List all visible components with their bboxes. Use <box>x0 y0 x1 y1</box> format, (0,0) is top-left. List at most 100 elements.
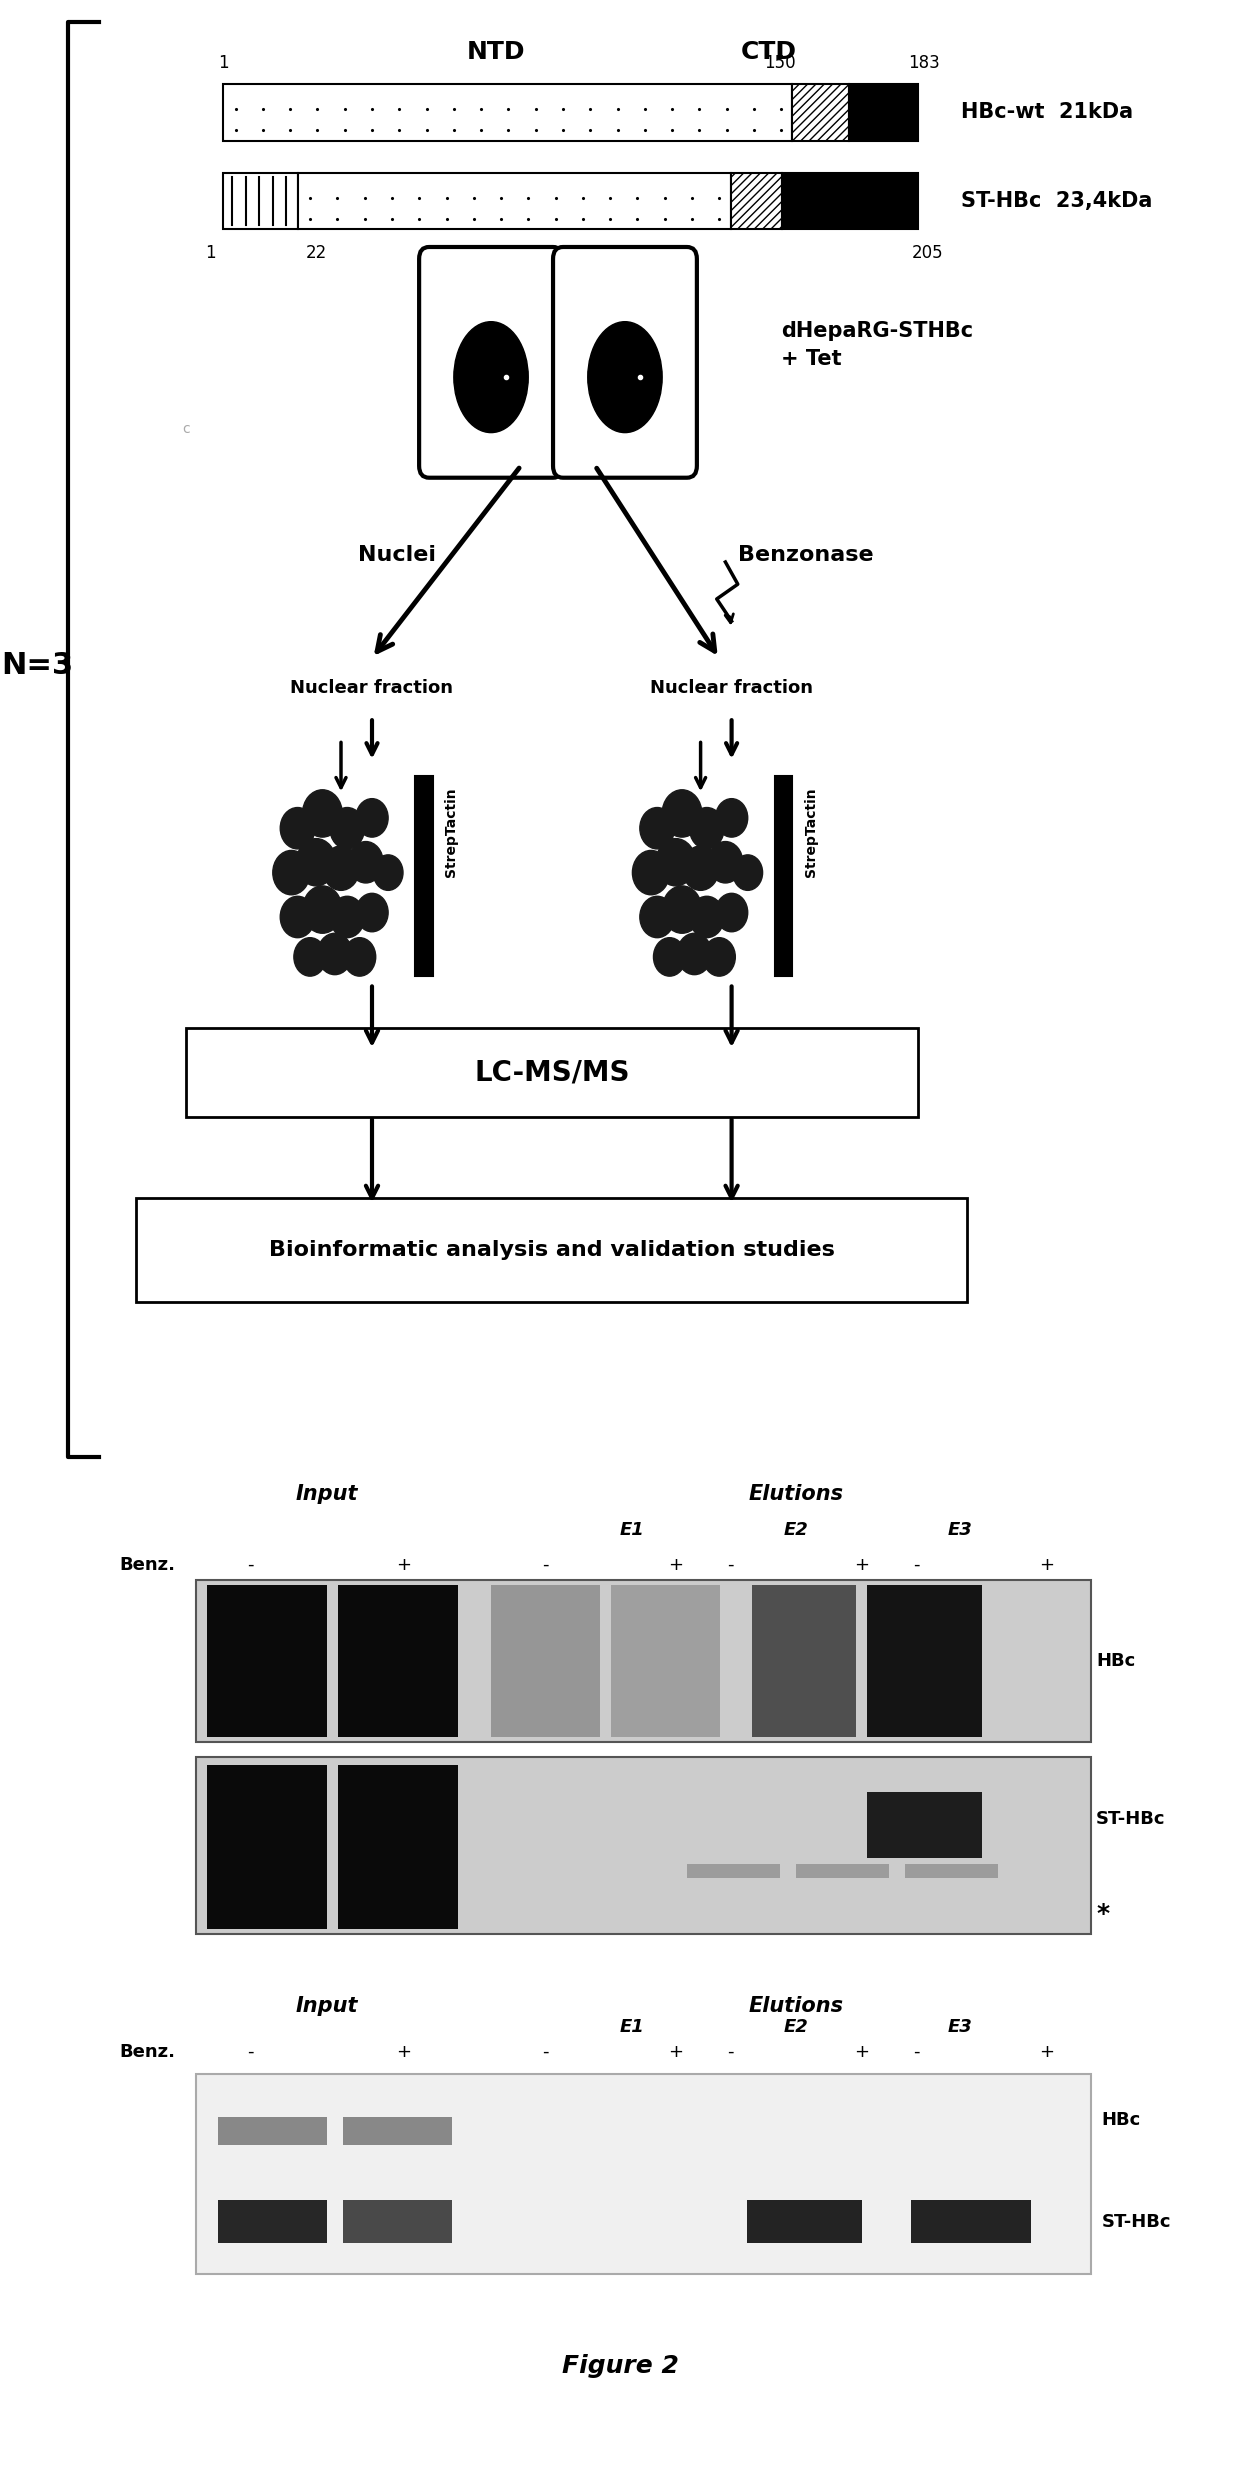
Circle shape <box>280 897 315 937</box>
Text: +: + <box>1039 2043 1054 2061</box>
Circle shape <box>662 885 702 934</box>
Text: -: - <box>542 1555 548 1575</box>
Circle shape <box>343 937 376 976</box>
Text: E1: E1 <box>620 2019 645 2036</box>
Text: -: - <box>913 2043 919 2061</box>
Text: *: * <box>1096 1901 1110 1925</box>
Bar <box>610 1585 719 1738</box>
Circle shape <box>330 897 365 937</box>
Text: ST-HBc  23,4kDa: ST-HBc 23,4kDa <box>961 192 1152 212</box>
Ellipse shape <box>588 320 662 434</box>
Text: 1: 1 <box>206 244 216 261</box>
Circle shape <box>677 934 712 974</box>
Bar <box>218 2117 327 2145</box>
Circle shape <box>294 937 326 976</box>
Circle shape <box>682 845 719 890</box>
Text: +: + <box>854 1555 869 1575</box>
Text: Bioinformatic analysis and validation studies: Bioinformatic analysis and validation st… <box>269 1240 835 1260</box>
Bar <box>223 84 792 141</box>
Circle shape <box>322 845 360 890</box>
Bar <box>415 776 433 976</box>
Text: StrepTactin: StrepTactin <box>804 786 818 878</box>
Text: E3: E3 <box>947 2019 972 2036</box>
Text: +: + <box>396 2043 410 2061</box>
Circle shape <box>348 841 383 882</box>
Text: Nuclear fraction: Nuclear fraction <box>650 678 813 698</box>
Bar <box>867 1792 982 1859</box>
Text: -: - <box>913 1555 919 1575</box>
Circle shape <box>689 897 724 937</box>
Text: 150: 150 <box>764 54 796 71</box>
Bar <box>905 1864 998 1878</box>
Text: Input: Input <box>295 1997 358 2016</box>
Text: dHepaRG-STHBc
+ Tet: dHepaRG-STHBc + Tet <box>781 320 973 370</box>
Text: Input: Input <box>295 1484 358 1504</box>
Text: ST-HBc: ST-HBc <box>1101 2214 1171 2231</box>
Text: 183: 183 <box>908 54 940 71</box>
Text: +: + <box>1039 1555 1054 1575</box>
Text: N=3: N=3 <box>1 651 73 680</box>
Circle shape <box>632 850 670 895</box>
Bar <box>746 2199 862 2243</box>
Text: Nuclei: Nuclei <box>358 545 435 564</box>
FancyBboxPatch shape <box>186 1028 918 1117</box>
Text: CTD: CTD <box>740 39 797 64</box>
Text: Nuclear fraction: Nuclear fraction <box>290 678 454 698</box>
Text: E2: E2 <box>784 2019 808 2036</box>
Text: Benzonase: Benzonase <box>738 545 874 564</box>
Text: HBc: HBc <box>1096 1652 1136 1669</box>
FancyBboxPatch shape <box>136 1198 967 1302</box>
Text: 1: 1 <box>218 54 228 71</box>
Circle shape <box>640 809 675 848</box>
FancyBboxPatch shape <box>553 246 697 478</box>
Bar <box>910 2199 1030 2243</box>
Bar <box>343 2117 453 2145</box>
Circle shape <box>373 855 403 890</box>
Text: NTD: NTD <box>466 39 526 64</box>
Bar <box>753 1585 856 1738</box>
Bar <box>867 1585 982 1738</box>
Circle shape <box>640 897 675 937</box>
Bar <box>298 173 732 229</box>
Text: c: c <box>182 422 190 436</box>
Circle shape <box>653 937 686 976</box>
Text: +: + <box>854 2043 869 2061</box>
Text: HBc-wt  21kDa: HBc-wt 21kDa <box>961 104 1133 123</box>
Text: Benz.: Benz. <box>119 1555 176 1575</box>
Text: 22: 22 <box>306 244 327 261</box>
Circle shape <box>296 838 336 885</box>
Bar <box>732 173 782 229</box>
Bar <box>196 1758 1091 1933</box>
Bar <box>491 1585 600 1738</box>
Bar <box>223 173 298 229</box>
Circle shape <box>715 892 748 932</box>
Text: E3: E3 <box>947 1521 972 1538</box>
Circle shape <box>689 809 724 848</box>
Bar <box>337 1585 458 1738</box>
Text: ST-HBc: ST-HBc <box>1096 1809 1166 1829</box>
Circle shape <box>303 885 342 934</box>
Text: -: - <box>247 2043 254 2061</box>
Bar <box>796 1864 889 1878</box>
Bar <box>792 84 849 141</box>
Text: -: - <box>728 1555 734 1575</box>
Bar <box>687 1864 780 1878</box>
Text: -: - <box>542 2043 548 2061</box>
Bar <box>343 2199 453 2243</box>
Bar <box>782 173 918 229</box>
Text: HBc: HBc <box>1101 2110 1141 2130</box>
Circle shape <box>703 937 735 976</box>
Circle shape <box>303 789 342 838</box>
Text: LC-MS/MS: LC-MS/MS <box>474 1057 630 1087</box>
Text: +: + <box>396 1555 410 1575</box>
Text: Elutions: Elutions <box>749 1484 843 1504</box>
Text: 205: 205 <box>911 244 944 261</box>
Text: E2: E2 <box>784 1521 808 1538</box>
Text: Figure 2: Figure 2 <box>562 2354 678 2379</box>
Bar <box>775 776 792 976</box>
Text: E1: E1 <box>620 1521 645 1538</box>
Bar <box>196 1580 1091 1743</box>
Bar <box>207 1765 327 1928</box>
Text: +: + <box>668 2043 683 2061</box>
Bar <box>337 1765 458 1928</box>
